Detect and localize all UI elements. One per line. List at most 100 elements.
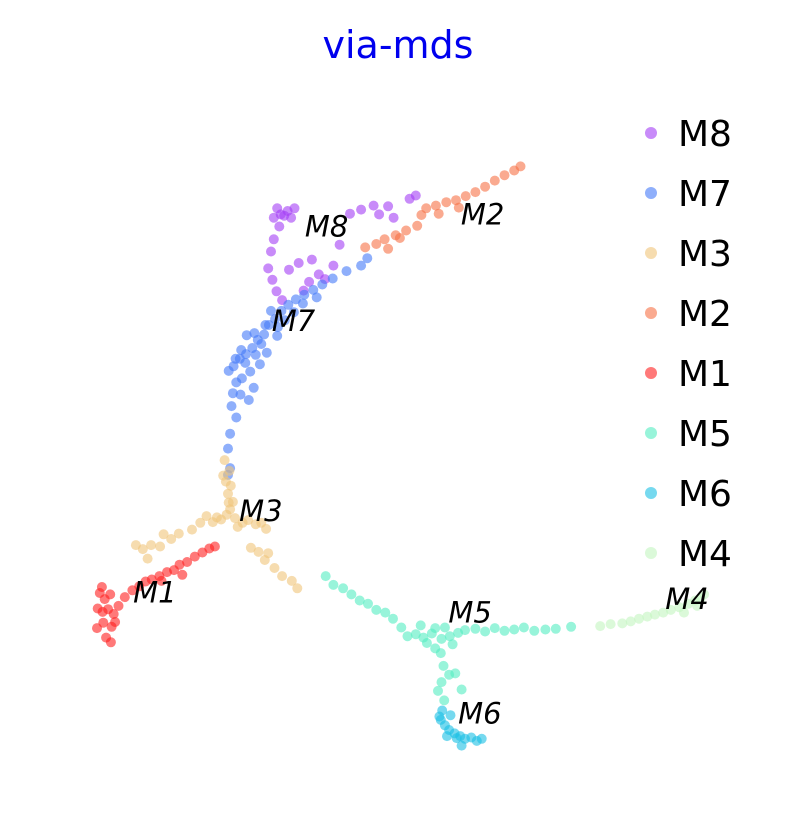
point-m8-7 <box>274 221 285 232</box>
cluster-label-m7: M7 <box>272 304 316 338</box>
point-m6-9 <box>456 740 467 751</box>
point-m5-40 <box>456 684 467 695</box>
point-m7-36 <box>272 322 283 333</box>
point-m5-41 <box>430 643 441 654</box>
point-m1-24 <box>182 557 193 567</box>
point-m2-4 <box>460 191 471 202</box>
point-m5-22 <box>460 625 470 636</box>
point-m2-10 <box>515 161 526 172</box>
legend-marker-m4 <box>645 547 657 559</box>
cluster-label-m4: M4 <box>665 582 708 616</box>
point-m8-9 <box>266 246 276 257</box>
point-m7-24 <box>272 330 283 341</box>
point-m2-2 <box>441 197 452 208</box>
point-m2-17 <box>416 210 427 220</box>
point-m5-11 <box>415 620 426 631</box>
point-m7-38 <box>288 307 299 318</box>
point-m3-23 <box>155 541 166 552</box>
cluster-label-m3: M3 <box>239 494 282 528</box>
point-m7-30 <box>223 443 233 454</box>
point-m2-6 <box>480 181 491 192</box>
point-m4-0 <box>617 618 628 629</box>
point-m5-18 <box>346 589 357 600</box>
point-m3-22 <box>158 529 169 540</box>
point-m7-35 <box>256 339 267 349</box>
point-m8-22 <box>356 204 367 215</box>
point-m5-38 <box>439 695 450 706</box>
point-m1-4 <box>105 589 116 600</box>
point-m2-21 <box>383 243 394 254</box>
point-m7-42 <box>260 320 271 330</box>
point-m3-21 <box>166 534 177 544</box>
point-m4-4 <box>649 609 660 620</box>
point-m4-13 <box>595 621 606 632</box>
point-m3-28 <box>253 546 264 557</box>
point-m2-1 <box>430 200 441 211</box>
point-m8-16 <box>306 254 317 265</box>
point-m8-23 <box>368 200 379 211</box>
point-m7-23 <box>261 347 272 358</box>
cluster-label-m1: M1 <box>133 576 176 610</box>
legend-label-m7: M7 <box>678 174 732 215</box>
point-m8-10 <box>263 263 274 274</box>
point-m3-4 <box>230 513 240 524</box>
point-m3-31 <box>277 571 288 582</box>
point-m8-4 <box>272 203 283 214</box>
point-m5-39 <box>450 668 461 679</box>
point-m5-29 <box>529 625 540 636</box>
point-m8-8 <box>268 234 279 245</box>
point-m1-28 <box>209 541 220 552</box>
point-m2-7 <box>489 175 500 186</box>
point-m3-24 <box>146 540 157 551</box>
legend-label-m5: M5 <box>678 414 732 455</box>
point-m7-45 <box>243 395 254 405</box>
point-m5-0 <box>402 631 413 642</box>
point-m7-10 <box>283 299 294 310</box>
point-m4-2 <box>634 613 644 624</box>
point-m2-18 <box>433 208 444 219</box>
point-m7-6 <box>259 329 270 340</box>
point-m2-16 <box>360 242 371 253</box>
point-m6-14 <box>442 731 452 742</box>
point-m1-15 <box>119 592 130 603</box>
point-m1-30 <box>177 569 188 580</box>
point-m5-4 <box>436 633 447 644</box>
point-m6-8 <box>476 733 487 744</box>
point-m7-19 <box>248 382 259 393</box>
point-m4-12 <box>605 619 616 630</box>
point-m1-12 <box>108 609 119 619</box>
cluster-label-m2: M2 <box>461 198 504 232</box>
point-m3-19 <box>187 524 197 535</box>
point-m3-9 <box>232 521 243 532</box>
point-m5-30 <box>540 624 551 635</box>
point-m8-15 <box>293 258 304 268</box>
points-layer <box>92 161 710 751</box>
point-m5-7 <box>430 623 441 634</box>
point-m1-8 <box>110 617 121 627</box>
point-m5-37 <box>433 685 443 696</box>
point-m3-17 <box>219 455 230 466</box>
point-m6-11 <box>445 710 456 721</box>
legend-label-m2: M2 <box>678 294 732 335</box>
chart-title: via-mds <box>323 23 474 67</box>
point-m4-3 <box>642 611 653 622</box>
point-m5-20 <box>328 579 339 590</box>
point-m1-14 <box>96 582 107 592</box>
point-m7-13 <box>308 284 319 295</box>
point-m8-3 <box>289 203 300 214</box>
legend-marker-m8 <box>645 127 657 139</box>
point-m2-14 <box>379 234 390 245</box>
point-m5-23 <box>470 623 481 634</box>
point-m5-21 <box>320 571 331 582</box>
cluster-label-m6: M6 <box>458 696 501 730</box>
point-m7-46 <box>341 266 352 277</box>
point-m2-12 <box>401 225 412 236</box>
legend-label-m4: M4 <box>678 534 732 575</box>
point-m4-15 <box>692 600 703 611</box>
point-m3-6 <box>243 515 254 526</box>
point-m8-14 <box>284 264 294 275</box>
point-m1-25 <box>189 551 200 562</box>
point-m5-34 <box>438 660 449 671</box>
point-m7-12 <box>299 289 310 300</box>
point-m5-27 <box>509 624 520 635</box>
